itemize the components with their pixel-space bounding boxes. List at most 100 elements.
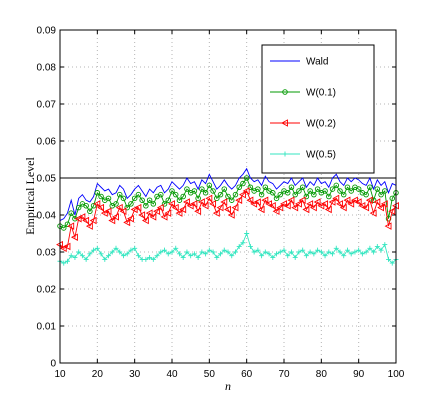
data-point [322,253,328,259]
data-point [236,243,242,249]
data-point [150,256,156,262]
data-point [299,184,306,190]
legend-box [261,44,375,174]
data-point [371,249,377,255]
data-point [188,253,194,259]
data-point [97,203,105,212]
data-point [89,216,97,225]
data-point [300,247,306,253]
data-point [303,253,309,259]
data-point [272,207,280,216]
data-point [243,175,250,181]
data-point [309,203,317,212]
legend-entry: W(0.5) [270,150,336,161]
data-point [322,188,328,194]
legend-label: W(0.2) [306,119,336,130]
data-point [212,209,220,217]
data-point [175,209,183,217]
data-point [386,256,392,262]
data-point [367,245,373,251]
data-point [258,191,265,198]
y-tick-label: 0.05 [37,174,57,185]
legend-label: W(0.1) [306,88,336,99]
data-point [315,247,321,253]
y-tick-label: 0.03 [37,248,57,259]
data-point [68,253,74,259]
data-point [363,249,369,255]
data-point [100,209,108,217]
data-point [191,188,198,194]
data-point [354,198,362,206]
data-point [333,182,340,189]
data-point [202,190,209,196]
data-point [313,198,321,206]
data-point [165,197,172,203]
data-point [266,251,272,257]
data-point [229,253,235,259]
data-point [176,197,183,203]
data-point [294,200,302,208]
data-point [378,191,384,198]
data-point [153,207,161,216]
y-axis-title: Empirical Level [23,157,37,235]
data-point [389,260,395,266]
data-point [330,251,336,257]
data-point [87,251,93,257]
data-point [184,249,190,255]
data-point [365,196,373,204]
data-point [169,249,175,255]
data-point [59,244,67,253]
data-point [124,251,130,257]
data-point [225,249,231,255]
data-point [128,247,134,253]
data-point [220,198,228,206]
data-point [128,201,134,207]
data-point [326,249,332,255]
data-point [172,191,179,198]
data-point [83,256,89,262]
data-point [134,203,142,212]
data-point [382,188,388,194]
data-point [352,249,358,255]
data-point [336,200,343,208]
data-point [203,251,209,257]
data-point [314,186,321,192]
data-point [209,200,217,208]
data-point [244,231,250,236]
data-point [74,214,82,223]
data-point [389,195,396,202]
y-tick-label: 0.01 [37,322,57,333]
data-point [306,200,314,208]
data-point [180,255,186,261]
data-point [112,213,119,221]
data-point [273,195,280,202]
data-point [68,210,74,216]
data-point [240,240,246,246]
data-point [321,200,329,208]
data-point [348,251,354,257]
data-point [135,253,141,259]
series-w-0-5 [57,231,399,266]
data-point [277,191,284,198]
data-point [194,207,202,216]
data-point [257,205,265,214]
series-line [59,177,397,229]
data-point [150,201,157,207]
data-point [287,196,295,204]
x-tick-label: 20 [92,369,104,380]
data-point [176,251,182,257]
data-point [231,203,239,212]
data-point [341,253,347,259]
data-point [281,247,287,253]
data-point [143,256,149,262]
data-point [380,200,388,208]
x-tick-label: 60 [241,369,253,380]
data-point [274,251,280,257]
data-point [344,184,351,190]
data-point [173,245,179,251]
data-point [210,249,216,255]
data-point [108,216,116,225]
data-point [205,194,213,203]
series-w-0-2 [56,187,399,253]
